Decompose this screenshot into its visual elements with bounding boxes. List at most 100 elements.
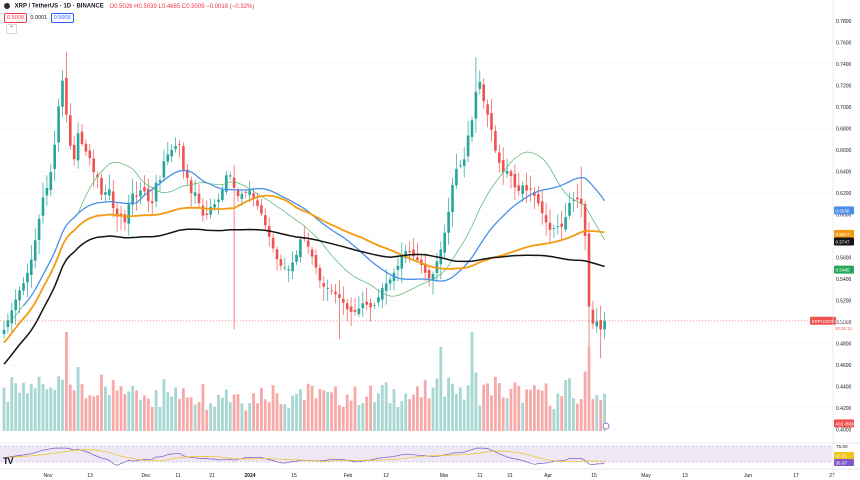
candle-body bbox=[377, 297, 380, 302]
price-tick-label: 0.7000 bbox=[836, 105, 852, 111]
volume-bar bbox=[549, 406, 552, 431]
volume-bar bbox=[303, 400, 306, 431]
candle-body bbox=[30, 260, 33, 275]
candle-body bbox=[178, 144, 181, 145]
candle-body bbox=[576, 198, 579, 200]
volume-bar bbox=[42, 384, 45, 431]
volume-bar bbox=[151, 407, 154, 431]
candle-body bbox=[596, 321, 599, 326]
candle-body bbox=[284, 268, 287, 269]
candle-body bbox=[541, 201, 544, 213]
volume-bar bbox=[194, 404, 197, 431]
volume-bar bbox=[369, 386, 372, 431]
volume-bar bbox=[88, 395, 91, 431]
candle-body bbox=[81, 132, 84, 144]
volume-bar bbox=[46, 389, 49, 431]
candle-body bbox=[315, 255, 318, 267]
candle-body bbox=[385, 283, 388, 290]
candle-body bbox=[459, 165, 462, 166]
buy-button[interactable]: 0.5009 bbox=[51, 13, 74, 23]
candle-body bbox=[346, 303, 349, 309]
volume-bar bbox=[217, 395, 220, 431]
candle-body bbox=[381, 288, 384, 300]
candle-body bbox=[237, 190, 240, 196]
volume-bar bbox=[30, 384, 33, 431]
volume-bar bbox=[170, 397, 173, 431]
volume-bar bbox=[22, 383, 25, 431]
volume-bar bbox=[447, 378, 450, 431]
candle-body bbox=[104, 192, 107, 194]
time-tick-label: Nov bbox=[44, 473, 53, 479]
chevron-up-icon[interactable]: ⌃ bbox=[6, 24, 17, 34]
volume-bar bbox=[545, 383, 548, 431]
candle-body bbox=[7, 320, 10, 327]
candle-body bbox=[603, 321, 606, 330]
candle-body bbox=[252, 193, 255, 197]
volume-bar bbox=[475, 372, 478, 431]
volume-bar bbox=[455, 394, 458, 431]
volume-bar bbox=[315, 399, 318, 431]
price-tick-label: 0.6800 bbox=[836, 126, 852, 132]
volume-bar bbox=[564, 380, 567, 431]
symbol-label[interactable]: XRP / TetherUS · 1D · BINANCE bbox=[15, 4, 104, 10]
chart-header: XRP / TetherUS · 1D · BINANCE O0.5026 H0… bbox=[4, 3, 254, 10]
volume-bar bbox=[346, 395, 349, 431]
candle-body bbox=[108, 189, 111, 195]
volume-bar bbox=[400, 401, 403, 431]
candle-body bbox=[529, 188, 532, 189]
candle-body bbox=[447, 212, 450, 233]
candle-body bbox=[248, 190, 251, 195]
volume-bar bbox=[478, 406, 481, 431]
volume-bar bbox=[381, 385, 384, 431]
volume-bar bbox=[443, 397, 446, 431]
candle-body bbox=[599, 320, 602, 329]
candle-body bbox=[3, 330, 6, 334]
volume-bar bbox=[494, 377, 497, 431]
candle-body bbox=[57, 106, 60, 142]
xrp-logo-icon bbox=[4, 3, 10, 9]
candle-body bbox=[428, 270, 431, 279]
volume-bar bbox=[104, 387, 107, 431]
candle-body bbox=[416, 257, 419, 260]
volume-bar bbox=[428, 398, 431, 431]
candle-body bbox=[549, 223, 552, 230]
candle-body bbox=[506, 171, 509, 174]
volume-bar bbox=[592, 399, 595, 431]
volume-bars bbox=[3, 332, 606, 431]
volume-bar bbox=[295, 394, 298, 431]
volume-bar bbox=[241, 403, 244, 431]
volume-bar bbox=[38, 377, 41, 431]
candle-body bbox=[397, 266, 400, 270]
volume-bar bbox=[225, 390, 228, 431]
volume-bar bbox=[198, 402, 201, 431]
volume-bar bbox=[57, 376, 60, 431]
price-tick-label: 0.4000 bbox=[836, 427, 852, 433]
rsi-tick-label: 75.00 bbox=[836, 444, 848, 449]
candle-body bbox=[498, 152, 501, 162]
price-tick-label: 0.5400 bbox=[836, 277, 852, 283]
candle-body bbox=[389, 280, 392, 284]
candle-body bbox=[46, 188, 49, 195]
candle-body bbox=[11, 310, 14, 323]
volume-bar bbox=[96, 395, 99, 431]
volume-bar bbox=[342, 407, 345, 431]
tradingview-logo-icon: TV bbox=[3, 456, 13, 466]
candle-body bbox=[147, 189, 150, 201]
volume-bar bbox=[525, 389, 528, 431]
volume-bar bbox=[319, 389, 322, 431]
candle-body bbox=[358, 309, 361, 315]
volume-bar bbox=[283, 404, 286, 431]
candle-body bbox=[194, 192, 197, 195]
price-axis-tag-text: 0.5485 bbox=[836, 268, 850, 273]
rsi-axis-tag-text: 40.41 bbox=[836, 454, 848, 459]
candle-body bbox=[182, 146, 185, 170]
volume-bar bbox=[556, 393, 559, 431]
volume-bar bbox=[73, 390, 76, 431]
sell-button[interactable]: 0.5009 bbox=[4, 13, 27, 23]
candle-body bbox=[170, 150, 173, 156]
candle-body bbox=[518, 185, 521, 190]
volume-bar bbox=[229, 402, 232, 431]
time-tick-label: Dec bbox=[142, 473, 151, 479]
volume-bar bbox=[159, 407, 162, 431]
